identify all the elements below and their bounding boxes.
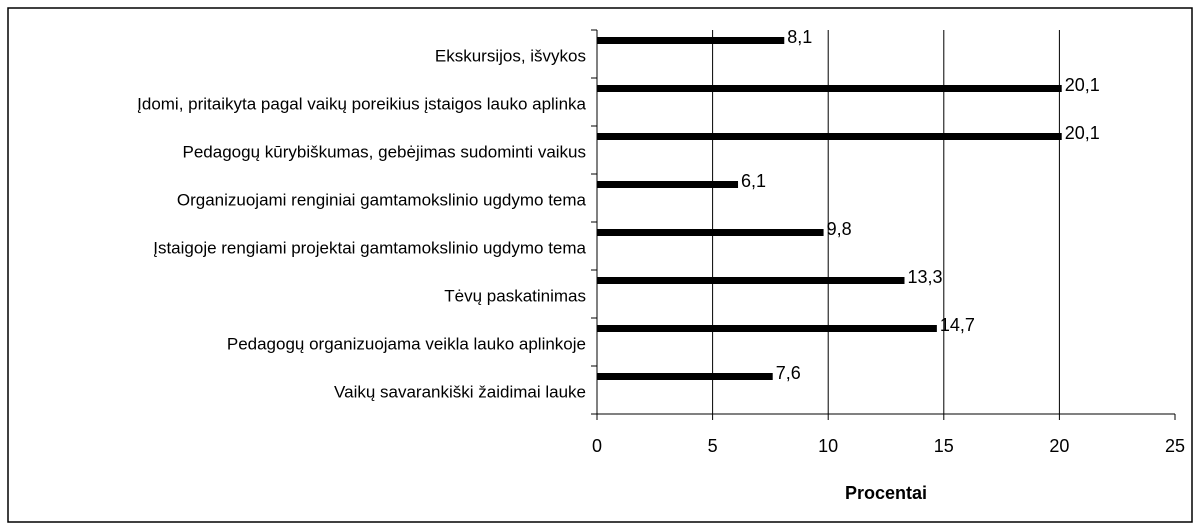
y-tick-label: Įdomi, pritaikyta pagal vaikų poreikius … — [8, 94, 586, 115]
bar — [597, 373, 773, 380]
x-tick-label: 0 — [592, 436, 602, 456]
y-tick-label: Organizuojami renginiai gamtamokslinio u… — [8, 190, 586, 211]
data-label: 7,6 — [776, 363, 801, 383]
category-text: Tėvų paskatinimas — [444, 286, 586, 306]
x-tick-label: 15 — [934, 436, 954, 456]
x-tick-label: 10 — [818, 436, 838, 456]
category-text: Ekskursijos, išvykos — [434, 46, 586, 66]
y-tick-label: Tėvų paskatinimas — [8, 286, 586, 307]
x-tick-label: 5 — [708, 436, 718, 456]
x-tick-label: 20 — [1049, 436, 1069, 456]
category-text: Įdomi, pritaikyta pagal vaikų poreikius … — [137, 94, 586, 114]
bar — [597, 133, 1062, 140]
category-text: Įstaigoje rengiami projektai gamtamoksli… — [153, 238, 586, 258]
bar — [597, 229, 824, 236]
data-label: 20,1 — [1065, 75, 1100, 95]
y-tick-label: Įstaigoje rengiami projektai gamtamoksli… — [8, 238, 586, 259]
y-tick-label: Pedagogų kūrybiškumas, gebėjimas sudomin… — [8, 142, 586, 163]
bar — [597, 277, 905, 284]
y-tick-label: Ekskursijos, išvykos — [8, 46, 586, 67]
bar — [597, 37, 785, 44]
x-axis-title: Procentai — [845, 483, 927, 503]
data-label: 13,3 — [907, 267, 942, 287]
category-text: Pedagogų kūrybiškumas, gebėjimas sudomin… — [182, 142, 586, 162]
data-label: 20,1 — [1065, 123, 1100, 143]
frame — [7, 7, 1193, 523]
data-label: 6,1 — [741, 171, 766, 191]
y-tick-label: Vaikų savarankiški žaidimai lauke — [8, 382, 586, 403]
category-text: Pedagogų organizuojama veikla lauko apli… — [226, 334, 586, 354]
data-label: 8,1 — [787, 27, 812, 47]
bar — [597, 181, 739, 188]
y-tick-label: Pedagogų organizuojama veikla lauko apli… — [8, 334, 586, 355]
x-tick-label: 25 — [1165, 436, 1185, 456]
category-text: Vaikų savarankiški žaidimai lauke — [334, 382, 586, 402]
data-label: 9,8 — [827, 219, 852, 239]
category-text: Organizuojami renginiai gamtamokslinio u… — [176, 190, 586, 210]
bar — [597, 325, 937, 332]
bar — [597, 85, 1062, 92]
data-label: 14,7 — [940, 315, 975, 335]
